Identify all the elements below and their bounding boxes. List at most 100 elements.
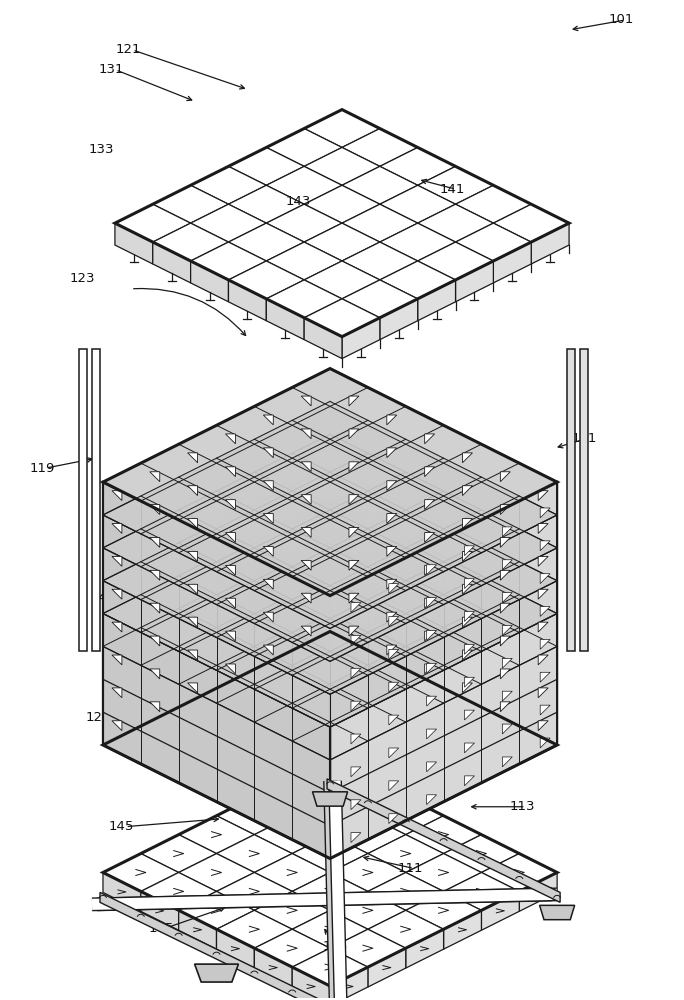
- Polygon shape: [304, 318, 342, 359]
- Polygon shape: [263, 448, 274, 458]
- Polygon shape: [462, 453, 473, 463]
- Polygon shape: [427, 729, 436, 739]
- Polygon shape: [502, 691, 512, 701]
- Polygon shape: [150, 537, 160, 547]
- Polygon shape: [540, 574, 550, 584]
- Polygon shape: [389, 781, 399, 791]
- Polygon shape: [351, 800, 361, 810]
- Polygon shape: [112, 688, 122, 698]
- Polygon shape: [263, 514, 274, 523]
- Polygon shape: [502, 658, 512, 668]
- Polygon shape: [456, 261, 493, 302]
- Polygon shape: [330, 816, 406, 854]
- Polygon shape: [304, 223, 380, 261]
- Polygon shape: [342, 318, 380, 359]
- Polygon shape: [389, 715, 399, 725]
- Polygon shape: [254, 854, 330, 891]
- Polygon shape: [266, 299, 304, 340]
- Polygon shape: [349, 462, 359, 472]
- Polygon shape: [187, 650, 198, 660]
- Polygon shape: [301, 462, 311, 472]
- Polygon shape: [493, 242, 531, 283]
- Polygon shape: [418, 166, 493, 204]
- Polygon shape: [540, 738, 550, 748]
- Polygon shape: [292, 948, 368, 986]
- Polygon shape: [330, 778, 406, 816]
- Polygon shape: [150, 702, 160, 712]
- Text: 133: 133: [89, 143, 114, 156]
- Polygon shape: [195, 964, 239, 982]
- Polygon shape: [425, 598, 434, 608]
- Polygon shape: [103, 854, 179, 891]
- Polygon shape: [226, 467, 235, 477]
- Polygon shape: [444, 872, 519, 910]
- Polygon shape: [501, 472, 510, 482]
- Polygon shape: [531, 223, 569, 264]
- Polygon shape: [228, 280, 266, 321]
- Polygon shape: [351, 701, 361, 711]
- Polygon shape: [538, 721, 548, 731]
- Polygon shape: [304, 147, 380, 185]
- Polygon shape: [103, 872, 141, 911]
- Polygon shape: [141, 835, 217, 872]
- Polygon shape: [191, 204, 266, 242]
- Polygon shape: [349, 560, 359, 570]
- Polygon shape: [464, 546, 475, 556]
- Polygon shape: [292, 967, 330, 1000]
- Polygon shape: [79, 349, 87, 651]
- Polygon shape: [351, 767, 361, 777]
- Polygon shape: [115, 223, 153, 264]
- Polygon shape: [330, 854, 406, 891]
- Polygon shape: [112, 524, 122, 533]
- Polygon shape: [153, 223, 228, 261]
- Polygon shape: [368, 835, 444, 872]
- Polygon shape: [112, 589, 122, 599]
- Polygon shape: [462, 486, 473, 496]
- Polygon shape: [389, 617, 399, 626]
- Polygon shape: [103, 599, 557, 826]
- Polygon shape: [425, 631, 434, 641]
- Polygon shape: [501, 505, 510, 514]
- Polygon shape: [304, 110, 380, 147]
- Text: 101: 101: [609, 13, 634, 26]
- Polygon shape: [482, 854, 557, 891]
- Polygon shape: [502, 625, 512, 635]
- Polygon shape: [389, 649, 399, 659]
- Polygon shape: [179, 816, 254, 854]
- Polygon shape: [301, 560, 311, 570]
- Polygon shape: [263, 481, 274, 491]
- Polygon shape: [462, 683, 473, 693]
- Polygon shape: [187, 486, 198, 496]
- Polygon shape: [112, 491, 122, 501]
- Polygon shape: [501, 669, 510, 679]
- Polygon shape: [313, 792, 347, 806]
- Polygon shape: [217, 797, 292, 835]
- Text: 119: 119: [29, 462, 55, 475]
- Polygon shape: [292, 872, 368, 910]
- Polygon shape: [425, 565, 434, 575]
- Polygon shape: [187, 551, 198, 561]
- Text: 131: 131: [99, 63, 124, 76]
- Polygon shape: [150, 636, 160, 646]
- Text: 145: 145: [109, 820, 134, 833]
- Polygon shape: [342, 204, 418, 242]
- Polygon shape: [103, 533, 557, 760]
- Polygon shape: [406, 854, 482, 891]
- Polygon shape: [92, 349, 100, 651]
- Polygon shape: [304, 185, 380, 223]
- Polygon shape: [501, 537, 510, 547]
- Polygon shape: [540, 607, 550, 616]
- Text: 165: 165: [322, 940, 347, 953]
- Polygon shape: [349, 528, 359, 537]
- Polygon shape: [187, 519, 198, 528]
- Polygon shape: [228, 261, 304, 299]
- Polygon shape: [456, 223, 531, 261]
- Polygon shape: [301, 626, 311, 636]
- Polygon shape: [502, 724, 512, 734]
- Polygon shape: [462, 519, 473, 528]
- Polygon shape: [292, 797, 368, 835]
- Polygon shape: [389, 584, 399, 594]
- Polygon shape: [304, 261, 380, 299]
- Polygon shape: [187, 617, 198, 627]
- Polygon shape: [538, 491, 548, 501]
